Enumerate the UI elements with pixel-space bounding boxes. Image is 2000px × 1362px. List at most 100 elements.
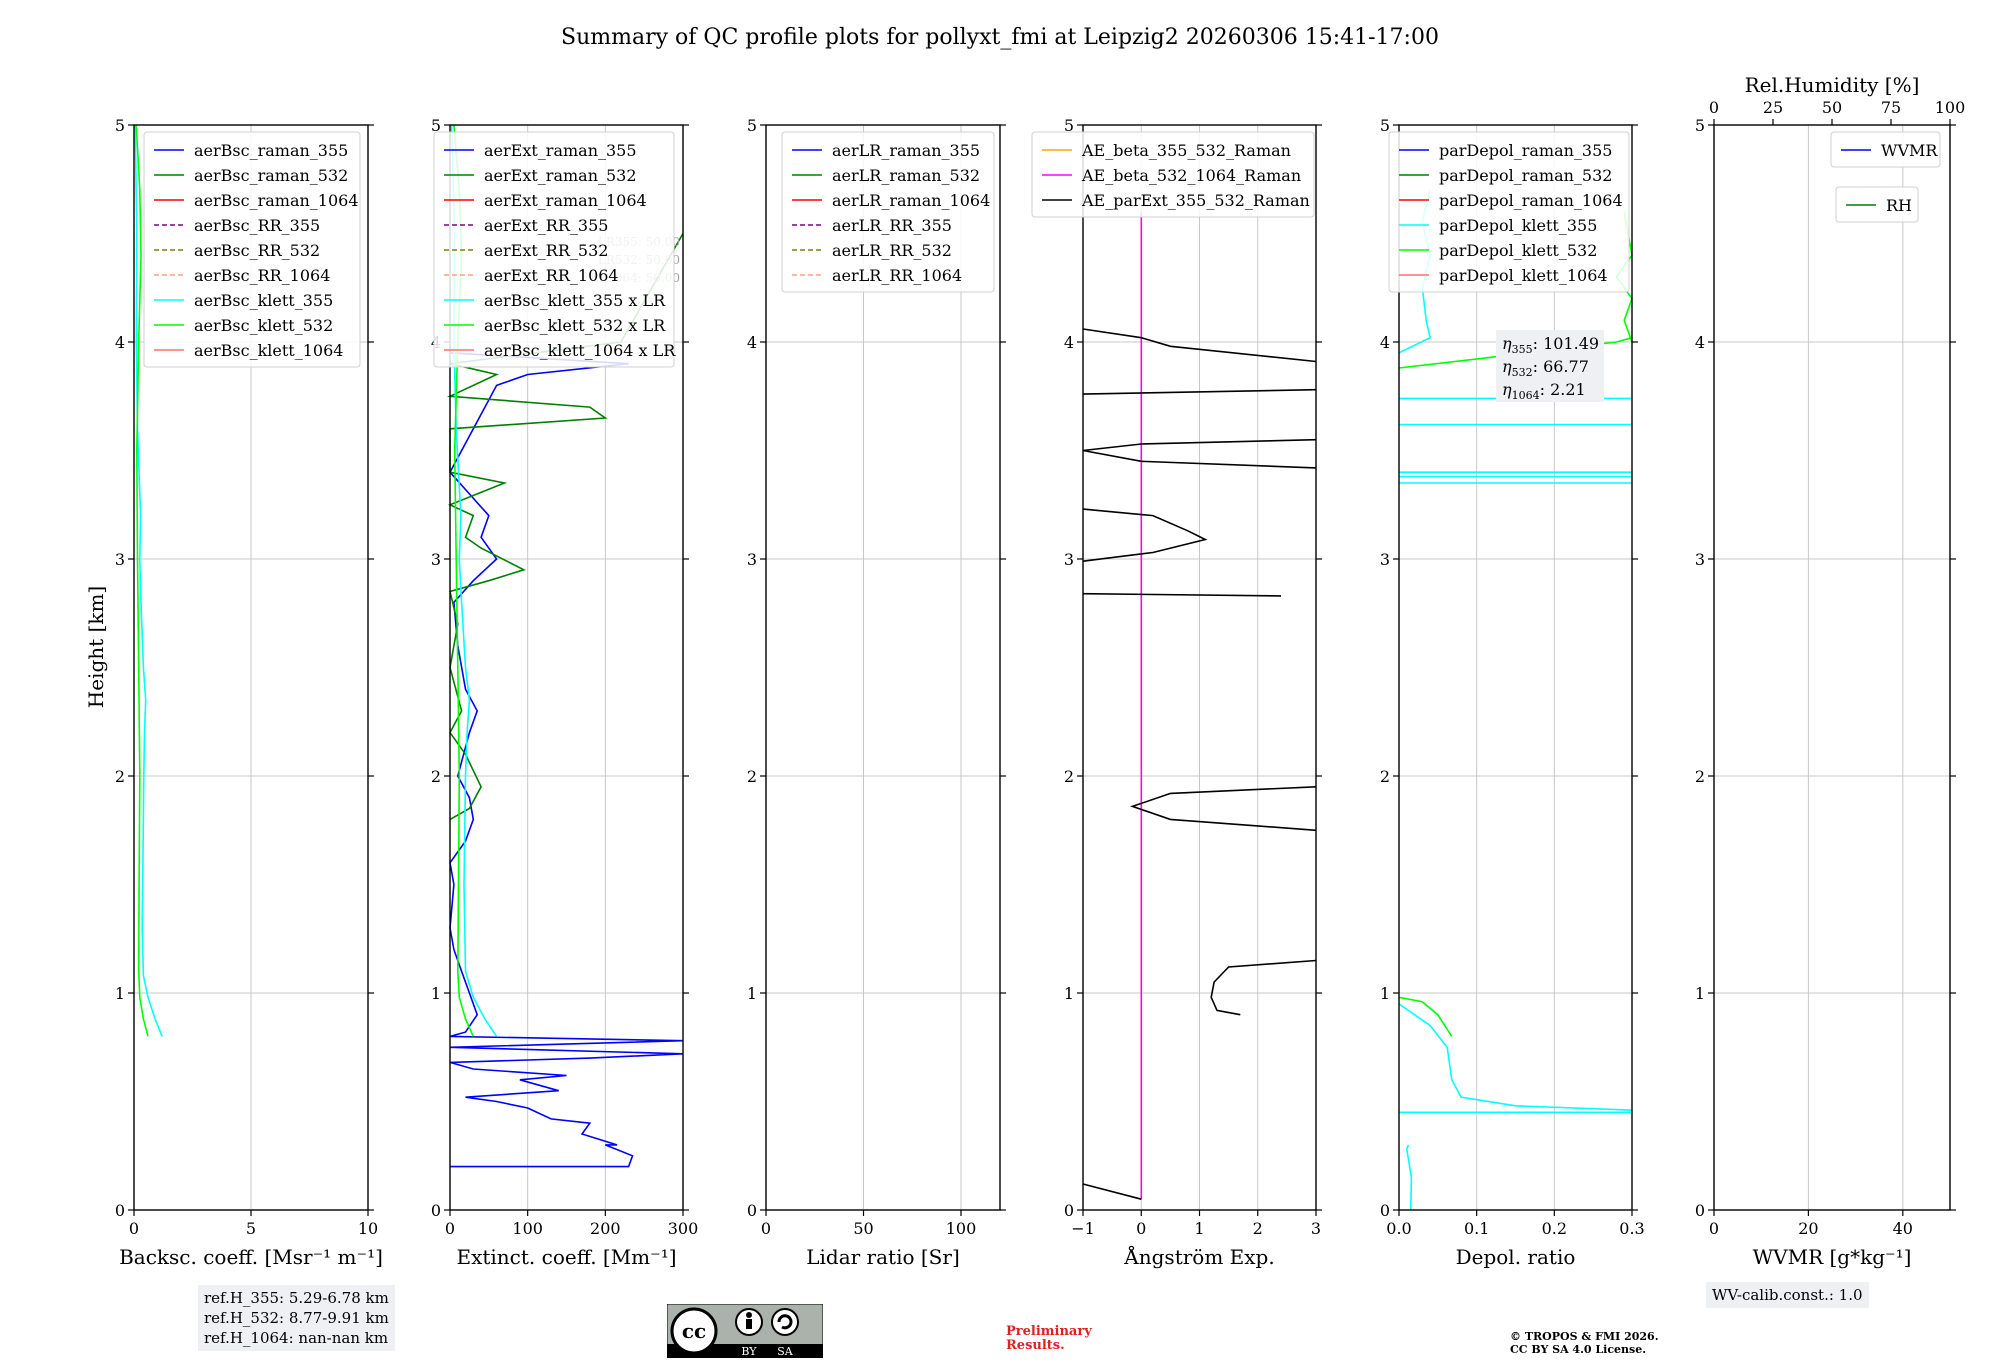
ext-xlabel: Extinct. coeff. [Mm⁻¹] (456, 1245, 676, 1269)
wv-xlabel: WVMR [g*kg⁻¹] (1753, 1245, 1912, 1269)
depol-xtick-label-3: 0.3 (1619, 1219, 1644, 1238)
wv-xtick-label-2: 40 (1893, 1219, 1913, 1238)
cc-by: BY (741, 1345, 757, 1358)
figure-title: Summary of QC profile plots for pollyxt_… (561, 25, 1439, 50)
depol-legend-label-1: parDepol_raman_532 (1439, 166, 1612, 185)
wv-ytick-label-1: 1 (1695, 984, 1705, 1003)
ext-axes-frame (449, 124, 684, 1211)
wv-ytick-label-2: 2 (1695, 767, 1705, 786)
ae-legend-label-2: AE_parExt_355_532_Raman (1081, 191, 1310, 210)
ext-ytick-label-5: 5 (431, 116, 441, 135)
lr-legend-label-3: aerLR_RR_355 (832, 216, 952, 235)
lr-ytick-label-1: 1 (747, 984, 757, 1003)
wv-xtick-label-1: 20 (1798, 1219, 1818, 1238)
lr-legend-label-0: aerLR_raman_355 (832, 141, 980, 160)
refh-532: ref.H_532: 8.77-9.91 km (204, 1309, 389, 1327)
ext-xtick-label-0: 0 (445, 1219, 455, 1238)
cc-mark: cc (682, 1319, 706, 1343)
bsc-series-1 (135, 124, 149, 1037)
lr-legend-label-1: aerLR_raman_532 (832, 166, 980, 185)
depol-legend-label-0: parDepol_raman_355 (1439, 141, 1612, 160)
wv-ytick-label-4: 4 (1695, 333, 1705, 352)
ae-series-7 (1082, 388, 1317, 395)
ae-series-2 (1210, 959, 1317, 1016)
wv-calib-text: WV-calib.const.: 1.0 (1712, 1286, 1863, 1304)
ae-ytick-label-5: 5 (1064, 116, 1074, 135)
ae-series-4 (1082, 592, 1282, 597)
lr-xtick-label-0: 0 (761, 1219, 771, 1238)
depol-ytick-label-0: 0 (1380, 1201, 1390, 1220)
wv-top-label: Rel.Humidity [%] (1745, 73, 1920, 97)
ae-legend (1031, 131, 1315, 218)
ext-ytick-label-0: 0 (431, 1201, 441, 1220)
copyright-line-1: © TROPOS & FMI 2026. (1510, 1330, 1659, 1343)
cc-license-badge: cc BY SA (666, 1303, 824, 1359)
panel-bsc: 0 5 10 0 1 2 3 4 5 Backsc. coeff. [Msr⁻¹ m⁻¹] aerB… (115, 116, 383, 1269)
preliminary-note: Preliminary Results. (1006, 1325, 1092, 1353)
depol-series-0 (1405, 1144, 1413, 1211)
ae-xtick-label-2: 1 (1194, 1219, 1204, 1238)
lr-ytick-label-0: 0 (747, 1201, 757, 1220)
bsc-legend-label-7: aerBsc_klett_532 (194, 316, 333, 335)
ae-legend-label-0: AE_beta_355_532_Raman (1081, 141, 1291, 160)
y-axis-label: Height [km] (84, 586, 108, 708)
lr-axes-frame (765, 124, 1001, 1211)
depol-eta-0: η355: 101.49 (1502, 334, 1599, 356)
ae-ytick-label-1: 1 (1064, 984, 1074, 1003)
depol-xtick-label-2: 0.2 (1542, 1219, 1567, 1238)
bsc-xtick-label-0: 0 (129, 1219, 139, 1238)
depol-legend-label-3: parDepol_klett_355 (1439, 216, 1597, 235)
cc-sa: SA (777, 1345, 794, 1358)
ext-legend-label-3: aerExt_RR_355 (484, 216, 608, 235)
wv-top-tick-label-0: 0 (1709, 98, 1719, 117)
ext-series-0 (449, 352, 684, 1168)
wv-legend (1830, 131, 1941, 168)
depol-legend-label-2: parDepol_raman_1064 (1439, 191, 1623, 210)
wv-top-tick-label-3: 75 (1881, 98, 1901, 117)
ext-legend (433, 131, 675, 368)
lr-legend-label-5: aerLR_RR_1064 (832, 266, 962, 285)
wv-xtick-label-0: 0 (1709, 1219, 1719, 1238)
ext-ytick-label-1: 1 (431, 984, 441, 1003)
panel-ext: 0100200300012345Extinct. coeff. [Mm⁻¹]LR… (431, 116, 698, 1269)
wv-calib-box: WV-calib.const.: 1.0 (1706, 1282, 1869, 1308)
depol-xtick-label-0: 0.0 (1386, 1219, 1411, 1238)
wv-ytick-label-0: 0 (1695, 1201, 1705, 1220)
ae-xtick-label-4: 3 (1311, 1219, 1321, 1238)
lr-legend (781, 131, 995, 293)
bsc-ytick-label-1: 1 (115, 984, 125, 1003)
ae-ytick-label-2: 2 (1064, 767, 1074, 786)
ext-legend-label-7: aerBsc_klett_532 x LR (484, 316, 666, 335)
ae-ytick-label-4: 4 (1064, 333, 1074, 352)
wv-top-tick-label-2: 50 (1822, 98, 1842, 117)
copyright-line-2: CC BY SA 4.0 License. (1510, 1343, 1647, 1356)
ext-legend-label-5: aerExt_RR_1064 (484, 266, 619, 285)
preliminary-line-1: Preliminary (1006, 1324, 1092, 1339)
ext-xtick-label-1: 100 (512, 1219, 543, 1238)
wv-legend2 (1835, 186, 1919, 223)
wv-legend2-label-0: RH (1886, 196, 1912, 215)
bsc-legend-label-1: aerBsc_raman_532 (194, 166, 348, 185)
depol-ytick-label-5: 5 (1380, 116, 1390, 135)
wv-ytick-label-3: 3 (1695, 550, 1705, 569)
bsc-legend-label-8: aerBsc_klett_1064 (194, 341, 343, 360)
depol-xlabel: Depol. ratio (1456, 1245, 1576, 1269)
ae-ytick-label-3: 3 (1064, 550, 1074, 569)
ext-ytick-label-2: 2 (431, 767, 441, 786)
bsc-xtick-label-2: 10 (358, 1219, 378, 1238)
refh-1064: ref.H_1064: nan-nan km (204, 1329, 389, 1347)
wv-axes-frame (1713, 124, 1951, 1211)
panel-wv: 0 20 40 0 1 2 3 4 5 WVMR [g*kg⁻¹] 0 25 50 75 100 Rel.Hu… (1695, 73, 1965, 1269)
wv-top-tick-label-4: 100 (1935, 98, 1966, 117)
wv-ytick-label-5: 5 (1695, 116, 1705, 135)
bsc-legend-label-4: aerBsc_RR_532 (194, 241, 320, 260)
bsc-legend-label-6: aerBsc_klett_355 (194, 291, 333, 310)
ext-xtick-label-3: 300 (668, 1219, 699, 1238)
ae-ytick-label-0: 0 (1064, 1201, 1074, 1220)
ext-legend-label-8: aerBsc_klett_1064 x LR (484, 341, 676, 360)
depol-legend (1388, 131, 1630, 293)
bsc-xlabel: Backsc. coeff. [Msr⁻¹ m⁻¹] (119, 1245, 383, 1269)
bsc-ytick-label-2: 2 (115, 767, 125, 786)
